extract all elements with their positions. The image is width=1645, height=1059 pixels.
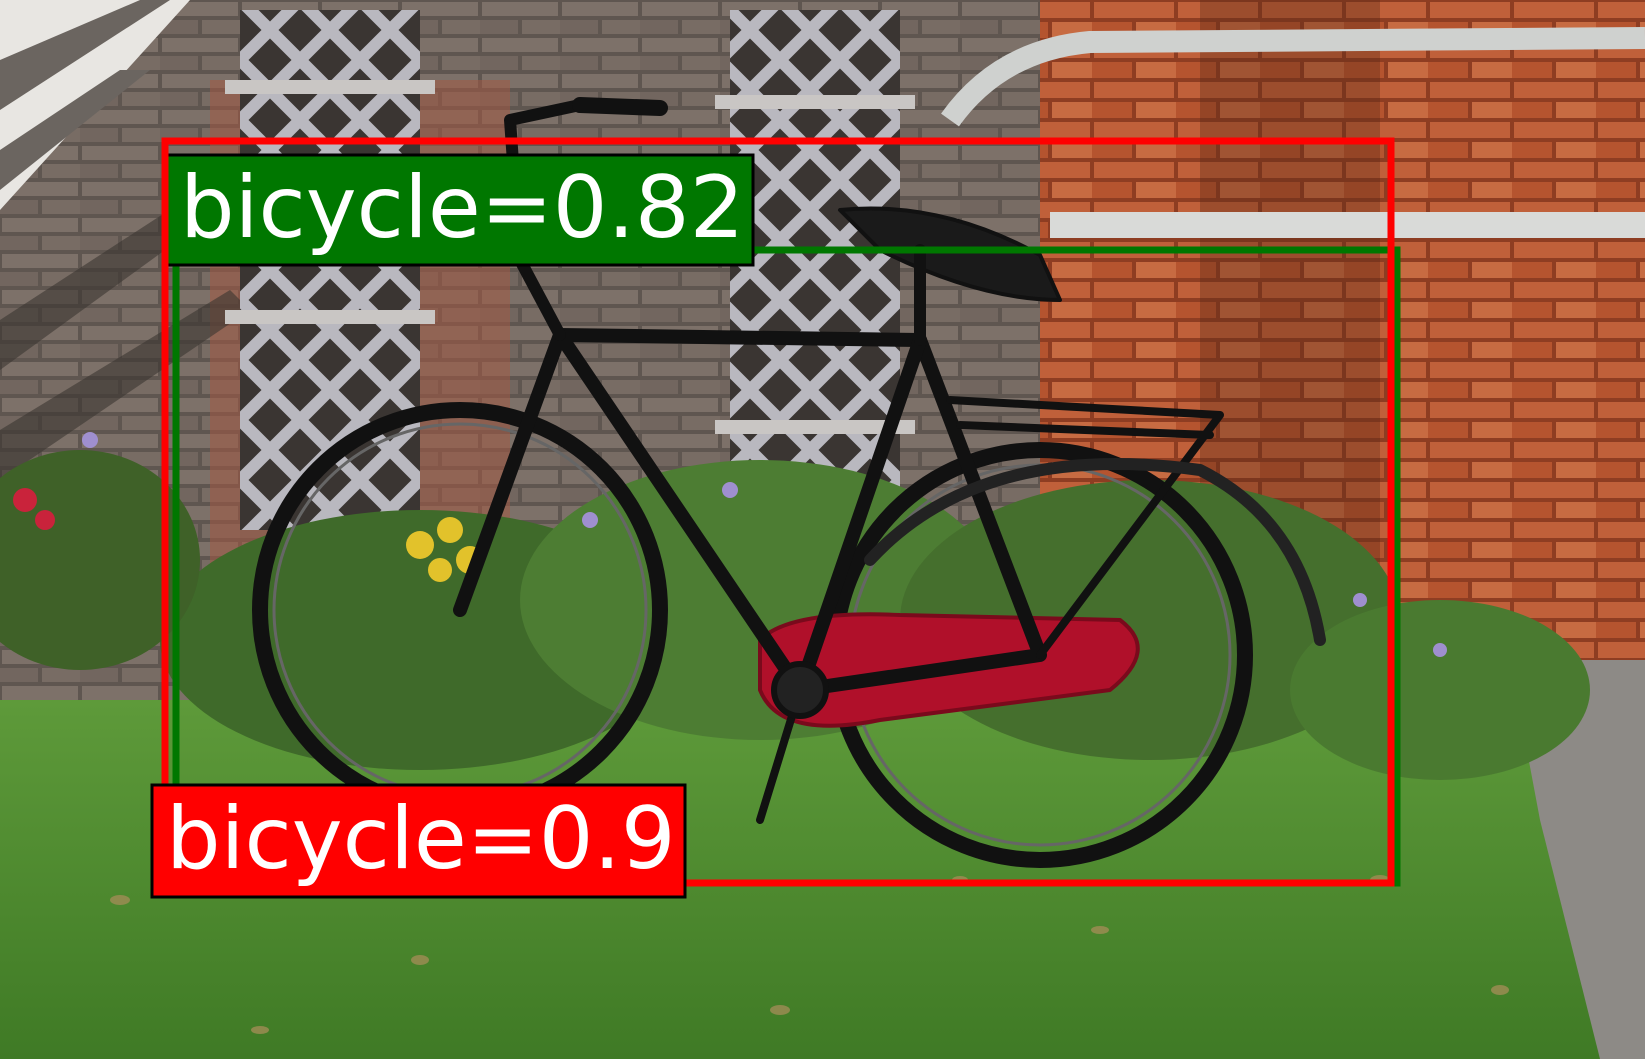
- drain-pipe: [941, 27, 1645, 238]
- lattice-trellis: [225, 10, 915, 530]
- bicycle-frame: [453, 328, 1047, 697]
- detection-box-1: bicycle=0.9: [150, 137, 1395, 899]
- detection-label-1: bicycle=0.9: [166, 789, 676, 889]
- saddle: [838, 206, 1062, 302]
- detection-label-0: bicycle=0.82: [180, 158, 744, 258]
- detection-box-0: bicycle=0.82: [163, 153, 1401, 887]
- rear-rack: [946, 396, 1224, 659]
- concrete-path: [1510, 660, 1645, 1059]
- detection-label-bg-1: [150, 783, 687, 899]
- detection-label-bg-0: [163, 153, 755, 267]
